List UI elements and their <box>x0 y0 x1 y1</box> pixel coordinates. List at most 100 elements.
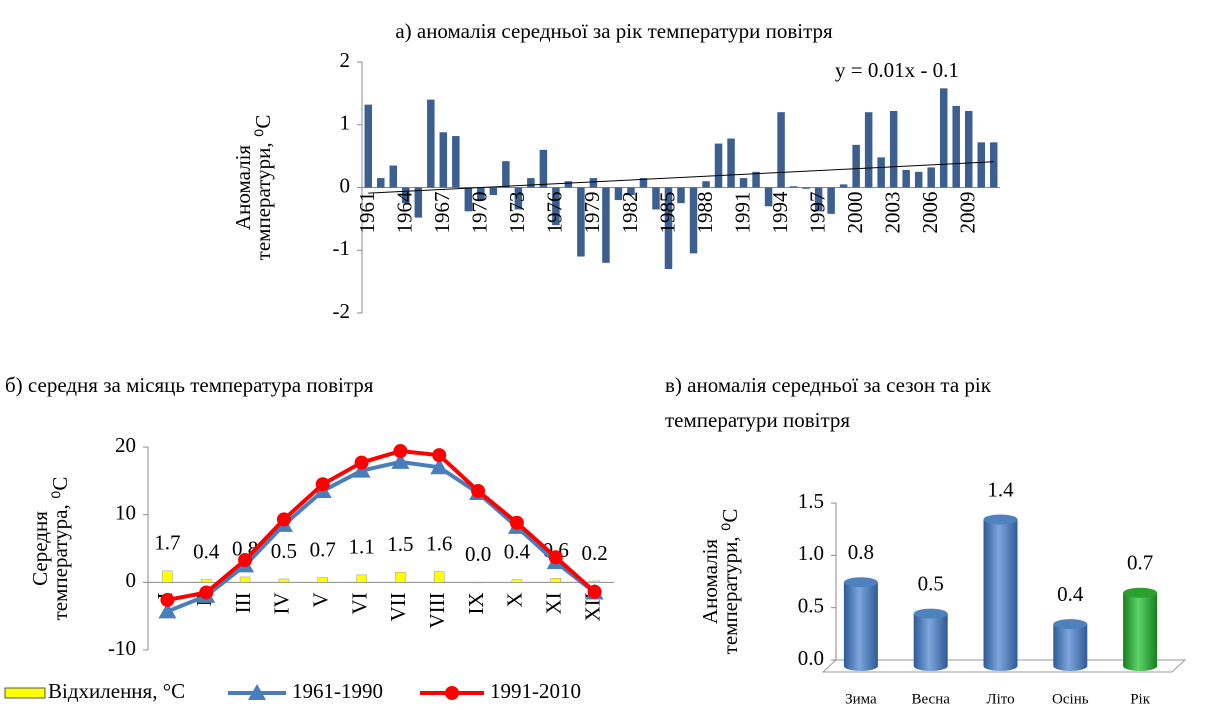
x-tick-label: Літо <box>986 691 1014 707</box>
x-tick-label: 1976 <box>543 192 567 234</box>
bar <box>550 578 561 583</box>
bar <box>356 574 367 583</box>
bar <box>527 178 535 188</box>
line <box>167 449 596 602</box>
y-tick-label: 0.0 <box>798 646 824 670</box>
marker <box>160 592 175 607</box>
marker <box>238 553 253 568</box>
value-label: 1.1 <box>348 535 374 559</box>
value-label: 0.0 <box>465 542 491 566</box>
chart-title: в) аномалія середньої за сезон та рік <box>665 373 992 397</box>
bar <box>602 187 610 263</box>
y-tick-label: 1 <box>340 111 351 135</box>
marker <box>248 684 266 700</box>
x-tick-label: 1985 <box>655 192 679 234</box>
bar <box>702 181 710 188</box>
bar <box>889 110 898 188</box>
x-tick-label: 1982 <box>618 192 642 234</box>
value-label: 1.6 <box>426 531 452 555</box>
y-axis-label: Аномалія <box>698 539 722 624</box>
x-tick-label: Весна <box>912 691 951 707</box>
bar <box>539 149 548 188</box>
marker <box>548 550 563 565</box>
bar <box>764 187 773 207</box>
bar <box>752 171 760 188</box>
y-tick-label: 1.5 <box>798 489 824 513</box>
x-tick-label: IV <box>270 592 294 614</box>
value-label: 0.5 <box>271 539 297 563</box>
bar <box>552 187 560 226</box>
bar <box>439 132 448 188</box>
bar <box>677 187 685 204</box>
marker <box>471 483 486 498</box>
legend-swatch <box>4 687 46 699</box>
x-tick-label: VI <box>347 592 371 614</box>
bar <box>564 181 573 188</box>
bar <box>1123 592 1158 671</box>
bar <box>952 105 960 188</box>
x-tick-label: 1970 <box>468 192 492 234</box>
bar <box>489 187 498 196</box>
marker <box>199 585 214 600</box>
bar <box>201 579 212 583</box>
y-axis-label: температури, ⁰C <box>251 115 275 261</box>
marker <box>393 444 408 459</box>
bar <box>1053 624 1088 671</box>
bar <box>814 187 823 212</box>
bar <box>427 99 435 188</box>
bar <box>389 165 398 188</box>
bar <box>739 178 748 188</box>
marker <box>315 477 330 492</box>
bar <box>477 187 485 201</box>
x-tick-label: III <box>231 592 255 613</box>
chart-title: температури повітря <box>665 408 850 432</box>
bar <box>627 187 635 196</box>
bar <box>278 578 290 583</box>
x-tick-label: 1988 <box>693 192 717 234</box>
marker <box>445 686 459 700</box>
x-tick-label: VIII <box>425 592 449 628</box>
x-tick-label: 1964 <box>393 191 417 234</box>
marker <box>276 512 291 527</box>
marker <box>430 458 449 475</box>
x-tick-label: Осінь <box>1052 691 1089 707</box>
bar-top <box>1123 587 1158 598</box>
bar-top <box>843 577 878 588</box>
value-label: 0.4 <box>504 539 531 563</box>
x-tick-label: 1979 <box>580 192 604 234</box>
trendline-label: y = 0.01x - 0.1 <box>835 58 959 82</box>
bar <box>652 187 660 210</box>
marker <box>158 602 177 619</box>
x-tick-label: 1973 <box>505 192 529 234</box>
value-label: 0.4 <box>1057 582 1084 606</box>
bar <box>472 582 484 584</box>
bar <box>827 187 835 214</box>
marker <box>432 448 447 463</box>
bar-top <box>913 608 948 619</box>
x-tick-label: IX <box>464 592 488 614</box>
bar <box>877 157 885 188</box>
bar <box>664 187 673 270</box>
bar <box>364 104 373 188</box>
bar <box>514 187 523 210</box>
bar <box>434 571 445 583</box>
bar-top <box>983 514 1018 525</box>
bar <box>983 519 1018 671</box>
x-tick-label: 2000 <box>843 192 867 234</box>
x-tick-label: 1967 <box>430 192 454 234</box>
bar <box>589 580 600 583</box>
value-label: 0.5 <box>918 571 944 595</box>
marker <box>354 455 369 470</box>
bar <box>414 187 423 218</box>
y-tick-label: 2 <box>340 48 351 72</box>
x-tick-label: V <box>309 592 333 607</box>
x-tick-label: 1994 <box>768 191 792 234</box>
bar <box>939 88 948 188</box>
bar <box>395 571 406 583</box>
bar <box>377 178 385 188</box>
bar <box>317 577 328 583</box>
bar <box>639 178 648 188</box>
value-label: 1.4 <box>987 477 1014 501</box>
bar <box>614 187 623 201</box>
